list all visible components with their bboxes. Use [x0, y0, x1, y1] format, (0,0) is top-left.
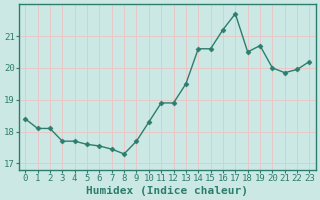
X-axis label: Humidex (Indice chaleur): Humidex (Indice chaleur): [86, 186, 248, 196]
